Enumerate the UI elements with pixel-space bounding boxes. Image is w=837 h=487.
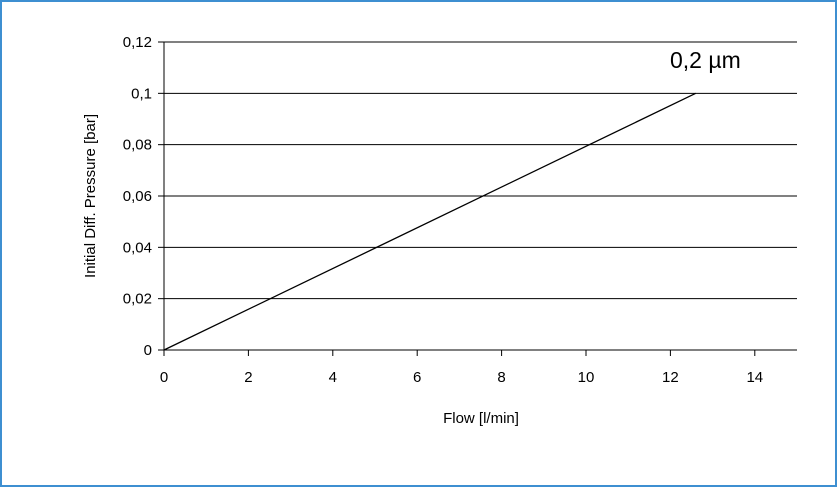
y-tick-label: 0,06 xyxy=(123,188,152,205)
y-tick-label: 0,02 xyxy=(123,291,152,308)
tick-label-layer: 0 0,02 0,04 0,06 0,08 0,1 0,12 0 2 4 6 8 10 12 14 xyxy=(123,34,763,386)
y-tick-label: 0,12 xyxy=(123,34,152,51)
series-line xyxy=(163,92,697,351)
x-tick-label: 2 xyxy=(244,369,252,386)
y-tick-label: 0,1 xyxy=(131,85,152,102)
y-axis-title: Initial Diff. Pressure [bar] xyxy=(82,114,99,278)
series-layer xyxy=(163,92,697,351)
x-tick-label: 14 xyxy=(746,369,763,386)
y-tick-label: 0,08 xyxy=(123,137,152,154)
x-tick-label: 4 xyxy=(329,369,337,386)
x-tick-label: 10 xyxy=(578,369,595,386)
grid-layer xyxy=(164,41,797,300)
x-tick-label: 8 xyxy=(497,369,505,386)
y-tick-label: 0,04 xyxy=(123,239,152,256)
series-annotation-label: 0,2 µm xyxy=(670,47,741,73)
x-tick-label: 0 xyxy=(160,369,168,386)
x-tick-label: 12 xyxy=(662,369,679,386)
axis-layer xyxy=(158,41,797,356)
x-tick-label: 6 xyxy=(413,369,421,386)
y-tick-label: 0 xyxy=(144,342,152,359)
x-axis-title: Flow [l/min] xyxy=(443,410,519,427)
